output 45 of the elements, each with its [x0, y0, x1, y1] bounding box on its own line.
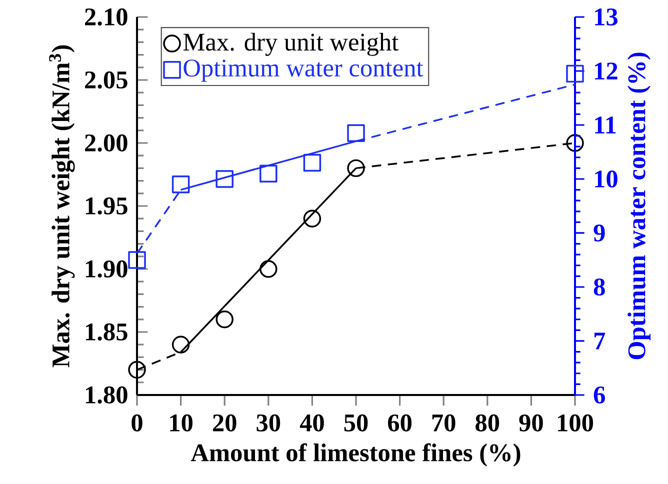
x-tick-label: 0 [132, 414, 142, 432]
y2-tick-label: 9 [594, 224, 605, 242]
x-tick-label: 10 [170, 414, 192, 432]
y2-tick-label: 13 [595, 8, 618, 26]
point [216, 170, 234, 188]
legend-label: Optimum water content [184, 60, 424, 82]
y2-tick-label: 10 [595, 170, 618, 188]
x-tick-label: 40 [300, 414, 324, 432]
y2-tick-label: 8 [594, 278, 605, 296]
point [347, 124, 365, 142]
y2-tick-label: 12 [595, 62, 618, 80]
point [216, 310, 234, 328]
point [172, 336, 190, 354]
point [128, 360, 146, 379]
point [303, 154, 322, 172]
y2-tick-label: 6 [594, 386, 605, 404]
point [260, 164, 278, 182]
point [566, 64, 584, 83]
y2-tick-label: 11 [595, 116, 616, 134]
x-tick-label: 60 [388, 414, 412, 432]
point [347, 159, 365, 178]
y-tick-label: 1.90 [86, 260, 128, 278]
x-tick-label: 70 [432, 414, 456, 432]
x-tick-label: 80 [476, 414, 500, 432]
y-tick-label: 2.05 [85, 71, 128, 89]
point [303, 210, 322, 228]
legend-label: Max. dry unit weight [183, 32, 399, 56]
x-tick-label: 30 [256, 414, 280, 432]
point [172, 176, 190, 194]
y-tick-label: 1.85 [86, 323, 128, 341]
y-tick-label: 1.80 [86, 386, 128, 404]
x-axis-title: Amount of limestone fines (%) [190, 443, 520, 467]
y-tick-label: 1.95 [86, 197, 128, 215]
point [128, 251, 146, 269]
y2-tick-label: 7 [594, 332, 606, 350]
y2-axis-title: Optimum water content (%) [628, 52, 651, 360]
x-tick-label: 100 [558, 414, 594, 432]
x-tick-label: 90 [519, 414, 543, 432]
y-axis-title: Max. dry unit weight (kN/m$^{3}$) [49, 45, 75, 368]
point [566, 134, 584, 152]
x-tick-label: 20 [213, 414, 236, 432]
x-tick-label: 50 [344, 414, 368, 432]
y-tick-label: 2.10 [85, 8, 128, 26]
point [260, 260, 278, 278]
y-tick-label: 2.00 [85, 134, 128, 152]
